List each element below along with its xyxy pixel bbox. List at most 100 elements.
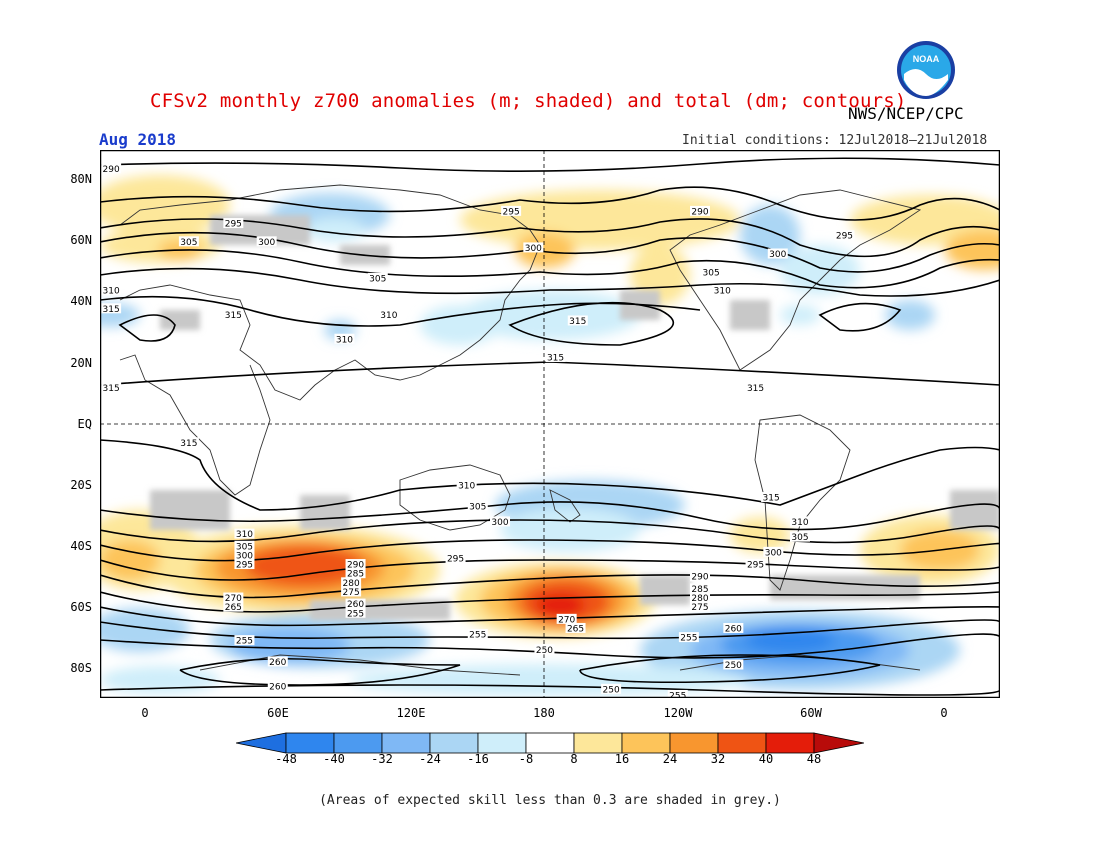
contour-label-bg: [223, 592, 244, 603]
colorbar-label: 8: [570, 752, 578, 766]
contour-label: 290: [691, 207, 708, 217]
lon-label: 0: [940, 706, 948, 720]
contour-label: 285: [691, 585, 708, 595]
contour-label: 260: [347, 600, 364, 610]
colorbar-label: 24: [662, 752, 678, 766]
contour-label: 295: [747, 561, 764, 571]
contour-label: 255: [680, 634, 697, 644]
contour-label-bg: [101, 303, 122, 314]
contour-label: 300: [491, 518, 508, 528]
contour-label: 255: [669, 691, 686, 698]
contour-label: 305: [791, 533, 808, 543]
colorbar-label: -16: [467, 752, 489, 766]
colorbar-cell: [717, 732, 767, 754]
contour-label-bg: [667, 689, 688, 698]
contour-label-bg: [712, 285, 733, 296]
lat-label: 80N: [70, 172, 92, 186]
map-frame: [100, 150, 1000, 698]
lon-label: 60W: [800, 706, 822, 720]
contour-label-bg: [345, 607, 366, 618]
colorbar-cell: [285, 732, 335, 754]
contour-label-bg: [467, 501, 488, 512]
contour-label-bg: [467, 629, 488, 640]
contour-label-bg: [690, 592, 710, 603]
contour-label: 305: [469, 503, 486, 513]
contour-label-bg: [601, 683, 622, 694]
contour-label: 300: [236, 551, 253, 561]
lat-label: 20S: [70, 478, 92, 492]
contour-label: 255: [236, 637, 253, 647]
contour-label-bg: [445, 552, 466, 563]
contour-label: 265: [225, 603, 242, 613]
contour-label-bg: [790, 516, 810, 527]
colorbar-cell: [525, 732, 575, 754]
colorbar-cell: [669, 732, 719, 754]
colorbar-label: 40: [758, 752, 774, 766]
contour-label: 315: [747, 384, 764, 394]
contour-label: 260: [269, 682, 286, 692]
contour-label: 305: [369, 274, 386, 284]
contour-label-bg: [267, 656, 288, 667]
colorbar-cell: [621, 732, 671, 754]
map-title: CFSv2 monthly z700 anomalies (m; shaded)…: [150, 90, 907, 112]
contour-label-bg: [761, 492, 782, 503]
contour-label: 290: [347, 561, 364, 571]
anomaly-map: 2902953003053103153103103052953003153152…: [100, 150, 1000, 698]
contour-label-bg: [101, 163, 122, 174]
contour-label: 275: [343, 588, 360, 598]
contour-label-bg: [490, 516, 510, 527]
contour-label: 255: [347, 609, 364, 619]
contour-label: 310: [103, 287, 120, 297]
contour-label: 250: [536, 646, 553, 656]
lat-label: 60N: [70, 233, 92, 247]
contour-label-bg: [690, 571, 710, 582]
contour-label: 295: [236, 561, 253, 571]
colorbar-cell: [333, 732, 383, 754]
contour-label: 300: [769, 250, 786, 260]
contour-label: 265: [567, 624, 584, 634]
contour-label: 295: [447, 554, 464, 564]
contour-label-bg: [341, 577, 362, 588]
colorbar-cell: [573, 732, 623, 754]
logo-text: NOAA: [913, 54, 940, 64]
lat-label: 60S: [70, 600, 92, 614]
contour-label-bg: [256, 236, 277, 247]
colorbar: [236, 732, 864, 754]
contour-label: 300: [525, 244, 542, 254]
contour-label-bg: [367, 272, 388, 283]
contour-label: 285: [347, 570, 364, 580]
contour-label: 270: [225, 594, 242, 604]
noaa-logo: NOAA: [896, 40, 956, 100]
contour-label: 260: [725, 624, 742, 634]
colorbar-cell: [765, 732, 815, 754]
contour-label: 250: [725, 661, 742, 671]
contour-label: 295: [225, 220, 242, 230]
contour-label: 275: [691, 603, 708, 613]
contour-label-bg: [223, 601, 244, 612]
contour-label-bg: [341, 586, 362, 597]
lat-label: EQ: [77, 417, 92, 431]
colorbar-label: 32: [710, 752, 726, 766]
lon-label: 60E: [267, 706, 289, 720]
contour-label: 305: [236, 542, 253, 552]
initial-conditions: Initial conditions: 12Jul2018–21Jul2018: [682, 133, 988, 148]
contour-label: 310: [336, 335, 353, 345]
contour-label-bg: [745, 382, 766, 393]
contour-label: 315: [180, 439, 197, 449]
contour-label: 280: [691, 594, 708, 604]
contour-label: 310: [236, 530, 253, 540]
contour-label: 315: [225, 311, 242, 321]
contour-label-bg: [523, 242, 544, 253]
lat-label: 20N: [70, 356, 92, 370]
colorbar-cell: [381, 732, 431, 754]
lon-label: 120E: [396, 706, 426, 720]
colorbar-label: 48: [806, 752, 822, 766]
contour-label: 305: [703, 268, 720, 278]
contour-label-bg: [690, 601, 710, 612]
contour-label-bg: [345, 568, 366, 579]
contour-label-bg: [534, 644, 555, 655]
lat-label: 40S: [70, 539, 92, 553]
colorbar-label: -24: [419, 752, 441, 766]
contour-label: 300: [258, 238, 275, 248]
contour-label-bg: [567, 315, 588, 326]
